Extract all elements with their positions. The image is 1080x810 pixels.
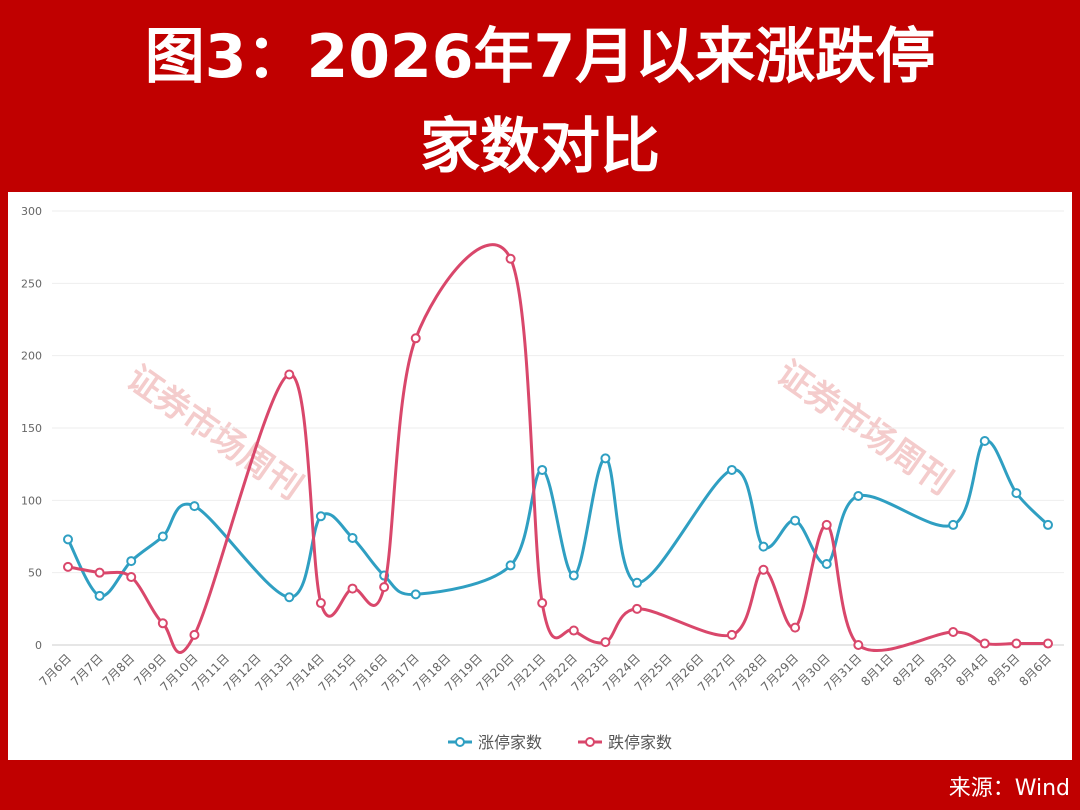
x-tick-label: 8月2日 (890, 651, 928, 689)
data-point (853, 640, 864, 650)
data-point (379, 582, 390, 593)
data-point (505, 253, 516, 264)
y-tick-label: 200 (21, 350, 42, 363)
y-tick-label: 0 (35, 639, 42, 652)
data-point (410, 589, 421, 600)
data-point (948, 519, 959, 530)
x-tick-label: 8月6日 (1016, 651, 1054, 689)
data-point (63, 534, 73, 545)
x-tick-label: 7月8日 (100, 651, 138, 689)
data-point (189, 629, 200, 640)
legend-marker (455, 737, 465, 747)
data-point (284, 592, 295, 603)
data-point (600, 637, 611, 648)
series-line (67, 243, 1048, 654)
data-point (63, 561, 73, 572)
legend-label: 涨停家数 (478, 733, 542, 752)
data-point (1011, 638, 1022, 649)
data-point (758, 541, 769, 552)
legend-marker (585, 737, 595, 747)
data-point (726, 464, 737, 475)
data-point (189, 501, 200, 512)
data-point (853, 490, 864, 501)
legend-label: 跌停家数 (608, 733, 672, 752)
chart: 证券市场周刊 证券市场周刊 0501001502002503007月6日7月7日… (8, 192, 1072, 760)
data-point (758, 564, 769, 575)
legend-item: 涨停家数 (448, 733, 542, 752)
data-point (347, 532, 358, 543)
data-point (505, 560, 516, 571)
data-point (979, 638, 990, 649)
y-tick-label: 150 (21, 422, 42, 435)
data-point (790, 622, 801, 633)
y-tick-label: 100 (21, 494, 42, 507)
data-point (126, 572, 137, 583)
x-tick-label: 8月1日 (858, 651, 896, 689)
data-point (284, 369, 295, 380)
y-tick-label: 50 (28, 567, 42, 580)
data-point (568, 570, 579, 581)
data-point (315, 598, 326, 609)
data-point (632, 577, 643, 588)
data-point (821, 519, 832, 530)
data-point (821, 558, 832, 569)
title-line: 家数对比 (420, 112, 660, 182)
data-point (726, 629, 737, 640)
data-point (537, 464, 548, 475)
watermark: 证券市场周刊 (119, 358, 309, 508)
x-tick-label: 8月4日 (953, 651, 991, 689)
data-point (157, 618, 168, 629)
data-point (979, 436, 990, 447)
data-point (94, 590, 105, 601)
data-point (157, 531, 168, 542)
data-point (600, 453, 611, 464)
data-point (1011, 488, 1022, 499)
data-point (410, 333, 421, 344)
x-tick-label: 8月5日 (985, 651, 1023, 689)
title-line: 图3：2026年7月以来涨跌停 (144, 22, 936, 92)
header: 图3：2026年7月以来涨跌停 家数对比 (0, 0, 1080, 192)
data-point (315, 511, 326, 522)
data-point (568, 625, 579, 636)
source: 来源：Wind (948, 776, 1070, 801)
y-tick-label: 300 (21, 205, 42, 218)
data-point (790, 515, 801, 526)
data-point (948, 626, 959, 637)
x-tick-label: 8月3日 (922, 651, 960, 689)
data-point (347, 583, 358, 594)
data-point (537, 598, 548, 609)
data-point (632, 603, 643, 614)
data-point (94, 567, 105, 578)
x-tick-label: 7月7日 (68, 651, 106, 689)
data-point (126, 556, 137, 567)
data-point (1043, 519, 1053, 530)
y-tick-label: 250 (21, 277, 42, 290)
legend-item: 跌停家数 (578, 733, 672, 752)
data-point (1043, 638, 1053, 649)
x-tick-label: 7月6日 (36, 651, 74, 689)
